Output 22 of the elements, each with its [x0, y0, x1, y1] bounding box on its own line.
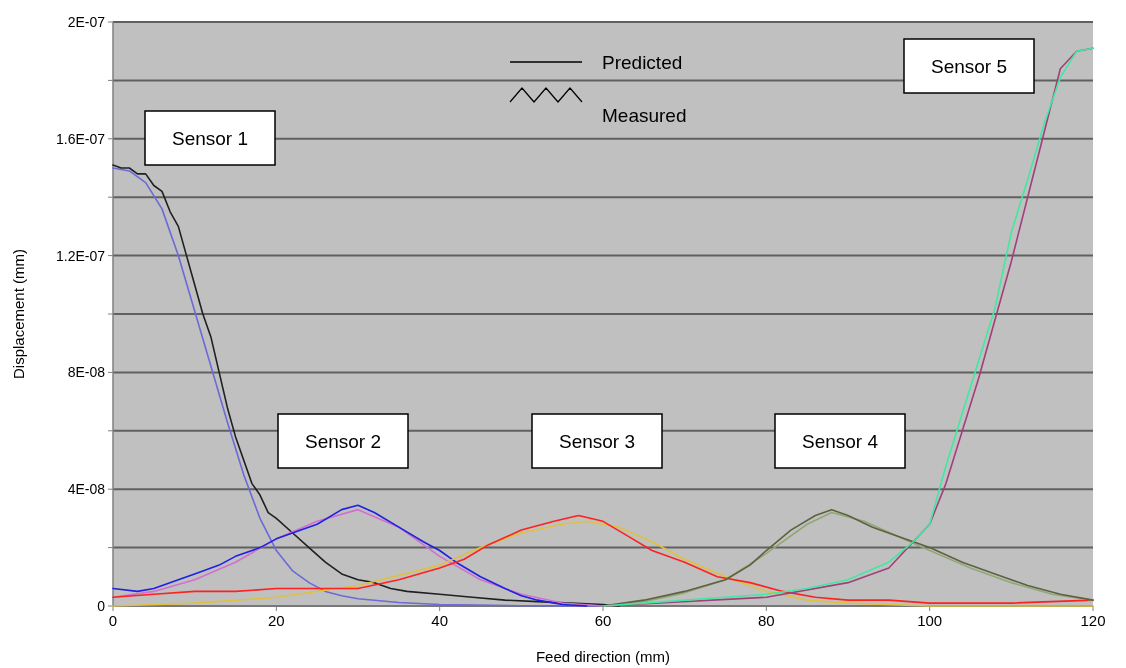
x-tick-label: 20 — [267, 612, 285, 629]
annotation: Predicted — [602, 51, 683, 73]
annotation: Sensor 3 — [558, 430, 636, 452]
x-tick-label: 60 — [594, 612, 612, 629]
y-tick-label: 8E-08 — [67, 364, 106, 381]
x-tick-label: 120 — [1080, 612, 1106, 629]
annotation: Sensor 5 — [930, 55, 1008, 77]
y-tick-label: 1.2E-07 — [55, 247, 106, 264]
annotation: Sensor 4 — [801, 430, 879, 452]
x-tick-label: 0 — [108, 612, 118, 629]
y-tick-label: 0 — [97, 597, 106, 614]
y-tick-label: 2E-07 — [67, 13, 106, 30]
x-tick-label: 40 — [431, 612, 449, 629]
x-tick-label: 100 — [917, 612, 943, 629]
x-axis-title: Feed direction (mm) — [535, 648, 671, 665]
annotation: Sensor 2 — [304, 430, 382, 452]
y-tick-label: 1.6E-07 — [55, 130, 106, 147]
y-axis-title: Displacement (mm) — [10, 248, 27, 380]
annotation: Sensor 1 — [171, 127, 249, 149]
annotation: Measured — [602, 105, 687, 126]
x-tick-label: 80 — [757, 612, 775, 629]
y-tick-label: 4E-08 — [67, 481, 106, 498]
